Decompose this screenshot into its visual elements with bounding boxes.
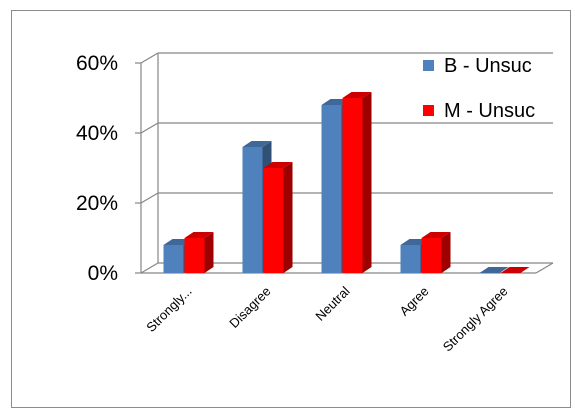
bar-top [479,267,509,273]
x-tick-label: Neutral [312,283,352,323]
bar-0-4 [479,267,509,273]
x-tick-label: Strongly Agree [440,284,511,355]
bar-front [321,105,342,273]
chart-bars [163,92,530,273]
x-tick-label: Agree [396,284,431,319]
bar-front [242,147,263,273]
bar-side [441,232,451,273]
bar-side [283,162,293,273]
gridline-side [140,122,159,134]
bar-1-4 [500,267,530,273]
bar-front [163,245,184,273]
bar-front [400,245,421,273]
bar-top [184,232,214,238]
bar-side [204,232,214,273]
bar-front [263,168,284,273]
y-axis-ticks: 0% 20% 40% 60% [76,52,141,285]
y-tick-label: 40% [76,122,118,145]
legend-swatch [423,60,434,71]
legend-label: M - Unsuc [444,100,535,122]
bar-top [263,162,293,168]
bar-1-1 [263,162,293,273]
x-tick-label: Disagree [226,284,273,331]
y-tick-label: 20% [76,192,118,215]
bar-1-3 [421,232,451,273]
bar-top [421,232,451,238]
x-axis-categories: Strongly... Disagree Neutral Agree Strongly … [143,283,510,354]
bar-front [342,98,363,273]
bar-front [184,238,205,273]
bar-top [242,141,272,147]
x-tick-label: Strongly... [143,284,194,335]
gridline-side [140,52,159,64]
bar-top [342,92,372,98]
floor-right-edge [535,262,554,274]
bar-side [362,92,372,273]
chart-legend: B - Unsuc M - Unsuc [423,55,535,122]
bar-1-0 [184,232,214,273]
legend-label: B - Unsuc [444,55,532,77]
gridline-side [140,192,159,204]
y-tick-label: 60% [76,52,118,75]
bar-front [421,238,442,273]
y-tick-label: 0% [88,262,118,285]
bar-top [500,267,530,273]
bar-1-2 [342,92,372,273]
gridline-side [140,262,159,274]
legend-swatch [423,105,434,116]
